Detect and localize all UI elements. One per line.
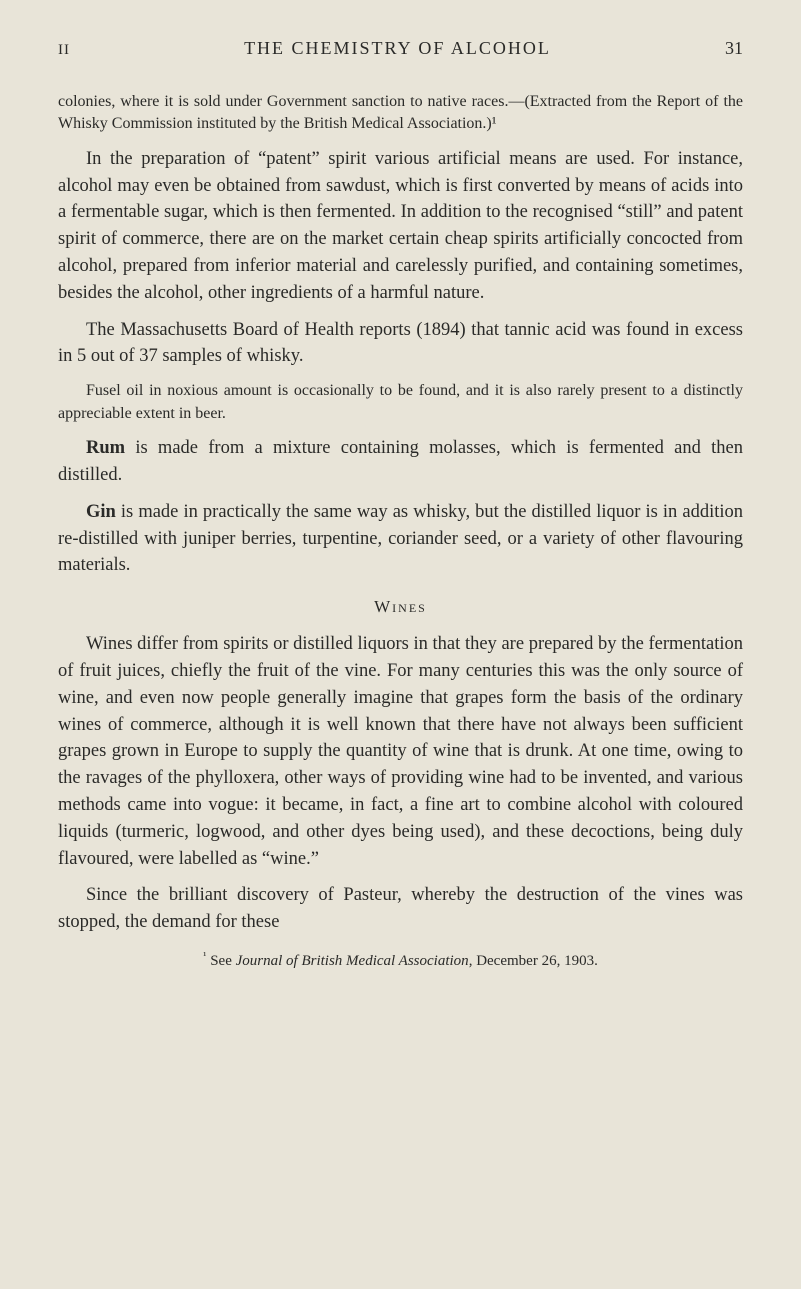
footnote-italic: Journal of British Medical Association	[236, 953, 469, 969]
body-paragraph-gin: Gin is made in practically the same way …	[58, 499, 743, 579]
note-text: Fusel oil in noxious amount is occasiona…	[58, 380, 743, 425]
paragraph-text: Rum is made from a mixture containing mo…	[58, 435, 743, 489]
paragraph-text: Gin is made in practically the same way …	[58, 499, 743, 579]
paragraph-text: The Massachusetts Board of Health report…	[58, 317, 743, 371]
footnote-text-b: , December 26, 1903.	[469, 953, 598, 969]
page-header: II THE CHEMISTRY OF ALCOHOL 31	[58, 38, 743, 59]
running-title: THE CHEMISTRY OF ALCOHOL	[70, 38, 725, 59]
paragraph-text: In the preparation of “patent” spirit va…	[58, 146, 743, 307]
paragraph-text: Since the brilliant discovery of Pasteur…	[58, 882, 743, 936]
note-text: colonies, where it is sold under Governm…	[58, 91, 743, 136]
editorial-note-1: colonies, where it is sold under Governm…	[58, 91, 743, 136]
body-paragraph-rum: Rum is made from a mixture containing mo…	[58, 435, 743, 489]
footnote-text-a: See	[206, 953, 235, 969]
body-paragraph-1: In the preparation of “patent” spirit va…	[58, 146, 743, 307]
page-number: 31	[725, 38, 743, 59]
body-paragraph-wines-1: Wines differ from spirits or distilled l…	[58, 631, 743, 872]
paragraph-text: Wines differ from spirits or distilled l…	[58, 631, 743, 872]
footnote: ¹ See Journal of British Medical Associa…	[58, 950, 743, 970]
lead-word: Rum	[86, 438, 125, 458]
section-heading-wines: Wines	[58, 597, 743, 617]
editorial-note-2: Fusel oil in noxious amount is occasiona…	[58, 380, 743, 425]
rest-text: is made in practically the same way as w…	[58, 502, 743, 576]
body-paragraph-wines-2: Since the brilliant discovery of Pasteur…	[58, 882, 743, 936]
lead-word: Gin	[86, 502, 116, 522]
rest-text: is made from a mixture containing molass…	[58, 438, 743, 485]
chapter-number: II	[58, 42, 70, 59]
body-paragraph-2: The Massachusetts Board of Health report…	[58, 317, 743, 371]
